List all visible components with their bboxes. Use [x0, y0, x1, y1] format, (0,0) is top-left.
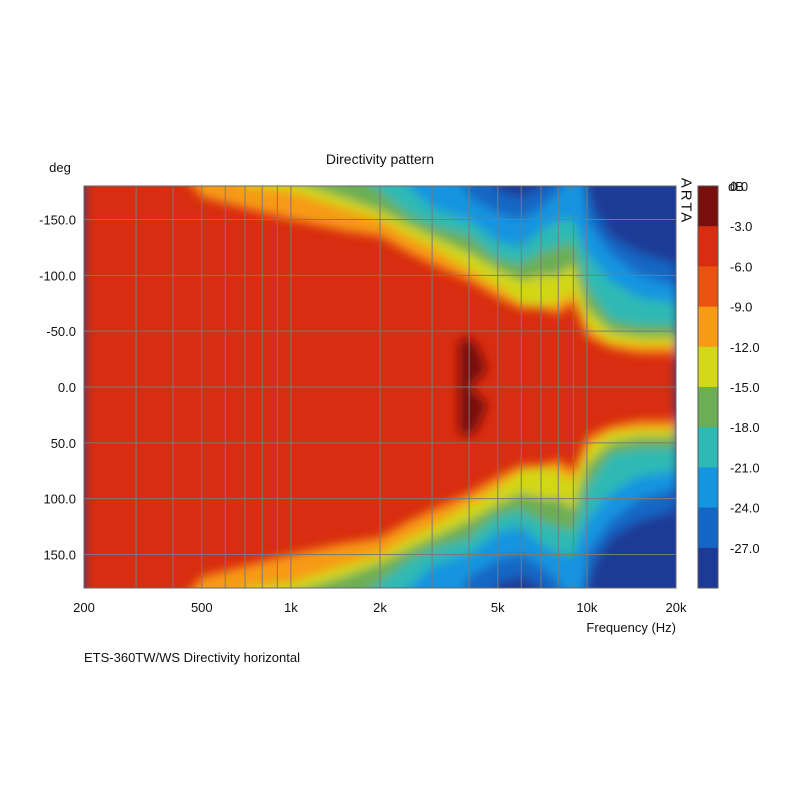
y-tick-label: 150.0 — [43, 548, 76, 563]
y-tick-label: -150.0 — [39, 213, 76, 228]
colorbar-tick-label: -27.0 — [730, 541, 760, 556]
colorbar-swatch — [698, 547, 718, 589]
colorbar-tick-label: -12.0 — [730, 340, 760, 355]
colorbar: 0.0 -3.0 -6.0 -9.0 -12.0 -15.0 -18.0 -21.0 -24.0… — [697, 179, 760, 589]
contour-band — [84, 186, 676, 588]
x-tick-label: 10k — [576, 600, 597, 615]
contour-band — [84, 186, 676, 588]
y-tick-label: 0.0 — [58, 380, 76, 395]
x-axis-ticks: 200 500 1k 2k 5k 10k 20k — [73, 600, 687, 615]
colorbar-swatch — [698, 387, 718, 428]
colorbar-swatch — [698, 306, 718, 348]
colorbar-frame — [697, 185, 719, 589]
chart-title: Directivity pattern — [326, 151, 434, 167]
contour-bands — [84, 186, 676, 588]
y-tick-label: 100.0 — [43, 492, 76, 507]
colorbar-swatch — [698, 226, 718, 267]
colorbar-swatch — [698, 467, 718, 509]
plot-area — [84, 186, 676, 588]
y-tick-label: 50.0 — [51, 436, 76, 451]
x-axis-label: Frequency (Hz) — [586, 620, 676, 635]
chart-caption: ETS-360TW/WS Directivity horizontal — [84, 650, 300, 665]
gridlines — [84, 186, 676, 588]
colorbar-tick-label: -6.0 — [730, 259, 752, 274]
x-tick-label: 500 — [191, 600, 213, 615]
y-axis-ticks: -150.0 -100.0 -50.0 0.0 50.0 100.0 150.0 — [39, 213, 76, 563]
y-axis-label: deg — [49, 160, 71, 175]
colorbar-tick-label: -21.0 — [730, 460, 760, 475]
x-tick-label: 1k — [284, 600, 298, 615]
colorbar-tick-label: -18.0 — [730, 420, 760, 435]
contour-band — [459, 336, 488, 438]
colorbar-tick-label: 0.0 — [730, 179, 748, 194]
colorbar-tick-label: -3.0 — [730, 219, 752, 234]
colorbar-swatch — [698, 346, 718, 388]
colorbar-swatch — [698, 427, 718, 468]
colorbar-tick-label: -24.0 — [730, 501, 760, 516]
plot-frame — [83, 185, 677, 589]
colorbar-unit: dB — [728, 179, 744, 194]
y-tick-label: -50.0 — [46, 324, 76, 339]
watermark-text: ARTA — [678, 178, 695, 225]
x-tick-label: 200 — [73, 600, 95, 615]
colorbar-swatch — [698, 266, 718, 308]
x-tick-label: 5k — [491, 600, 505, 615]
colorbar-tick-label: -9.0 — [730, 300, 752, 315]
x-tick-label: 2k — [373, 600, 387, 615]
colorbar-swatch — [698, 186, 718, 227]
colorbar-swatch — [698, 507, 718, 549]
y-tick-label: -100.0 — [39, 268, 76, 283]
x-tick-label: 20k — [666, 600, 687, 615]
colorbar-tick-label: -15.0 — [730, 380, 760, 395]
